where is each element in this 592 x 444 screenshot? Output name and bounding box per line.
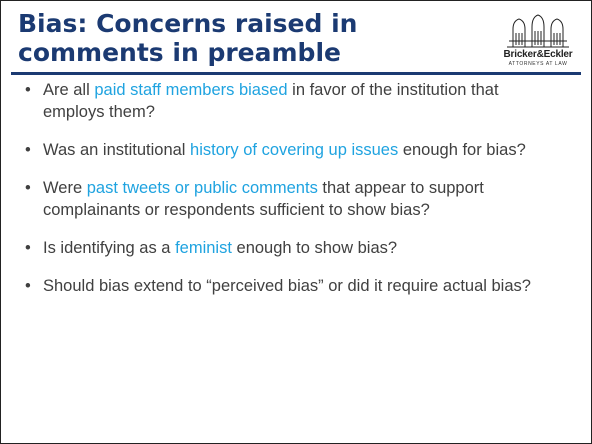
logo-icon xyxy=(507,14,569,48)
bullet-text: that appear to support complainants or r… xyxy=(43,179,484,219)
bullet-item: Were past tweets or public comments that… xyxy=(25,177,545,221)
logo-tagline: ATTORNEYS AT LAW xyxy=(508,61,568,67)
logo: Bricker&Eckler ATTORNEYS AT LAW xyxy=(499,13,577,67)
bullet-text: Should bias extend to “perceived bias” o… xyxy=(43,277,531,295)
bullet-highlight: past tweets or public comments xyxy=(86,179,318,197)
bullet-list: Are all paid staff members biased in fav… xyxy=(25,79,545,313)
bullet-text: Is identifying as a xyxy=(43,239,176,257)
bullet-item: Are all paid staff members biased in fav… xyxy=(25,79,545,123)
bullet-item: Was an institutional history of covering… xyxy=(25,139,545,161)
bullet-text: Are all xyxy=(43,81,95,99)
bullet-text: enough for bias? xyxy=(398,141,526,159)
bullet-highlight: feminist xyxy=(175,239,232,257)
bullet-text: enough to show bias? xyxy=(231,239,398,257)
bullet-text: in favor of the institution that employs… xyxy=(43,81,499,121)
bullet-highlight: paid staff members biased xyxy=(94,81,288,99)
slide-title: Bias: Concerns raised in comments in pre… xyxy=(18,9,358,67)
bullet-text: Was an institutional xyxy=(43,141,191,159)
bullet-highlight: history of covering up issues xyxy=(190,141,399,159)
logo-name: Bricker&Eckler xyxy=(503,49,573,60)
bullet-item: Should bias extend to “perceived bias” o… xyxy=(25,275,545,297)
title-rule xyxy=(11,72,581,75)
bullet-text: Were xyxy=(43,179,87,197)
bullet-item: Is identifying as a feminist enough to s… xyxy=(25,237,545,259)
